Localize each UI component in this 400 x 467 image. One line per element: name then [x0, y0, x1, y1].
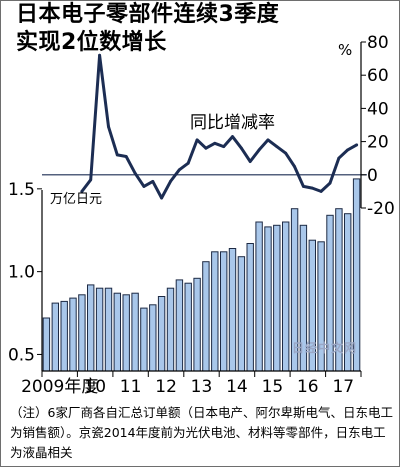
- bar-quarter-15: [166, 287, 175, 372]
- bar-quarter-24: [246, 243, 254, 372]
- growth-rate-point-14: [195, 138, 199, 142]
- bar-quarter-12: [140, 307, 148, 372]
- x-axis-tick-label-7: 15: [262, 377, 284, 397]
- bar-quarter-22: [228, 248, 237, 372]
- growth-rate-point-7: [133, 171, 137, 175]
- bar-quarter-4: [69, 297, 77, 372]
- right-axis-tick-label-2: 60: [367, 66, 389, 86]
- bar-quarter-25: [255, 221, 263, 372]
- growth-rate-point-21: [257, 148, 261, 152]
- growth-rate-point-12: [177, 168, 181, 172]
- right-axis-tick-label-1: 80: [367, 33, 389, 53]
- watermark: 日经中文网: [292, 341, 358, 355]
- growth-rate-point-23: [275, 145, 279, 149]
- left-axis-tick-label-2: 1.0: [8, 263, 35, 283]
- growth-rate-point-10: [160, 196, 164, 200]
- growth-rate-point-26: [302, 185, 305, 188]
- bar-quarter-3: [60, 300, 68, 372]
- growth-rate-point-31: [346, 148, 350, 152]
- growth-rate-point-27: [310, 186, 314, 190]
- growth-rate-point-15: [204, 146, 208, 150]
- growth-rate-point-11: [169, 180, 172, 183]
- growth-rate-point-16: [213, 141, 217, 145]
- growth-rate-point-4: [107, 125, 110, 129]
- right-axis-tick-label-3: 40: [367, 99, 389, 119]
- growth-rate-point-9: [151, 180, 155, 183]
- growth-rate-point-5: [115, 153, 119, 157]
- chart-title-line-1: 日本电子零部件连续3季度: [16, 2, 280, 27]
- bar-quarter-23: [237, 256, 246, 372]
- growth-rate-point-3: [98, 53, 101, 57]
- growth-rate-point-19: [240, 146, 243, 150]
- chart-title-line-2: 实现2位数增长: [16, 30, 167, 55]
- bar-quarter-10: [122, 294, 130, 372]
- x-axis-tick-label-6: 14: [226, 377, 248, 397]
- bar-quarter-7: [95, 287, 104, 372]
- bar-quarter-2: [51, 302, 59, 372]
- line-unit-label: %: [338, 41, 352, 59]
- growth-rate-point-17: [222, 145, 226, 149]
- left-axis-tick-label-1: 1.5: [8, 180, 35, 200]
- bar-quarter-6: [87, 284, 95, 372]
- chart-note: （注）6家厂商各自汇总订单额（日本电产、阿尔卑斯电气、日东电工为销售额）。京瓷2…: [10, 405, 393, 460]
- bar-quarter-5: [78, 294, 86, 372]
- growth-rate-point-8: [142, 185, 146, 188]
- bar-quarter-27: [273, 224, 281, 372]
- growth-rate-point-18: [231, 135, 234, 139]
- bar-quarter-18: [193, 277, 201, 372]
- growth-rate-point-30: [337, 156, 341, 160]
- bar-quarter-21: [220, 251, 228, 372]
- growth-rate-point-13: [186, 161, 190, 165]
- x-axis-tick-label-8: 16: [297, 377, 319, 397]
- bar-quarter-19: [202, 261, 210, 372]
- bar-quarter-8: [104, 287, 113, 372]
- bar-quarter-28: [282, 221, 290, 372]
- growth-rate-point-20: [248, 160, 252, 163]
- right-axis-tick-label-5: 0: [367, 166, 378, 186]
- x-axis-tick-label-1: 2009年度: [21, 377, 98, 397]
- growth-rate-point-6: [124, 155, 128, 158]
- left-axis-tick-label-3: 0.5: [8, 345, 35, 365]
- growth-rate-line: [80, 53, 359, 200]
- bar-quarter-14: [157, 296, 166, 372]
- bar-quarter-13: [149, 304, 157, 372]
- x-axis-tick-label-5: 13: [191, 377, 213, 397]
- bar-unit-label: 万亿日元: [50, 192, 102, 207]
- x-axis-tick-label-9: 17: [332, 377, 354, 397]
- bar-quarter-16: [175, 279, 184, 372]
- growth-rate-point-28: [319, 190, 323, 193]
- growth-rate-point-29: [328, 181, 332, 185]
- bar-quarter-26: [264, 226, 272, 372]
- bar-quarter-1: [42, 317, 51, 372]
- right-axis-tick-label-4: 20: [367, 133, 389, 153]
- x-axis-tick-label-3: 11: [120, 377, 142, 397]
- growth-rate-point-22: [266, 138, 270, 142]
- growth-rate-point-25: [293, 165, 296, 168]
- growth-rate-point-2: [89, 178, 93, 182]
- growth-rate-point-24: [284, 151, 288, 155]
- bar-quarter-9: [113, 292, 121, 372]
- bar-quarter-11: [131, 292, 139, 372]
- x-axis-tick-label-4: 12: [155, 377, 177, 397]
- x-axis-tick-label-2: 10: [84, 377, 106, 397]
- growth-rate-point-1: [80, 190, 84, 193]
- bar-quarter-17: [184, 282, 192, 372]
- bar-quarter-20: [211, 251, 219, 372]
- right-axis-tick-label-6: -20: [367, 199, 395, 219]
- growth-rate-point-32: [355, 143, 358, 147]
- line-series-label: 同比增减率: [190, 113, 275, 133]
